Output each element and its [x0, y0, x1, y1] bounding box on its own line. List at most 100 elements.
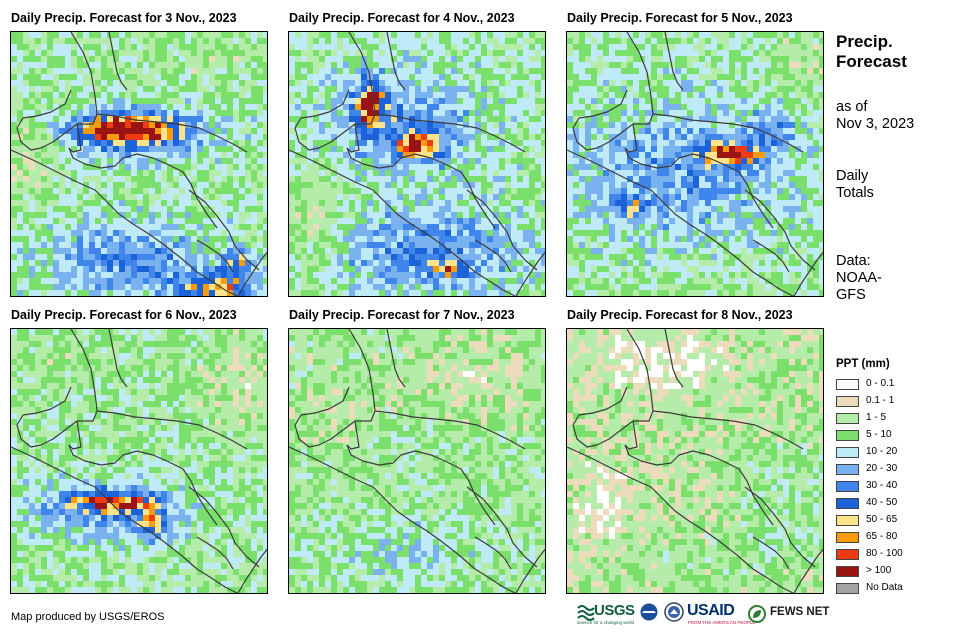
- precip-cell: [795, 32, 802, 39]
- precip-cell: [517, 68, 524, 75]
- precip-cell: [53, 260, 60, 267]
- precip-cell: [137, 68, 144, 75]
- precip-cell: [71, 272, 78, 279]
- precip-cell: [681, 164, 688, 171]
- precip-cell: [41, 80, 48, 87]
- precip-cell: [295, 260, 302, 267]
- precip-cell: [409, 128, 416, 135]
- precip-cell: [227, 176, 234, 183]
- precip-cell: [41, 122, 48, 129]
- precip-cell: [517, 284, 524, 291]
- precip-cell: [185, 134, 192, 141]
- precip-cell: [251, 254, 258, 261]
- precip-cell: [11, 230, 18, 237]
- panel-title-nov6: Daily Precip. Forecast for 6 Nov., 2023: [11, 308, 237, 322]
- precip-cell: [197, 182, 204, 189]
- precip-cell: [155, 38, 162, 45]
- precip-cell: [137, 104, 144, 111]
- precip-cell: [301, 290, 308, 296]
- precip-cell: [615, 146, 622, 153]
- precip-cell: [17, 146, 24, 153]
- precip-cell: [29, 104, 36, 111]
- precip-cell: [257, 56, 264, 63]
- precip-cell: [415, 194, 422, 201]
- precip-cell: [289, 206, 296, 213]
- precip-cell: [125, 50, 132, 57]
- precip-cell: [421, 254, 428, 261]
- precip-cell: [777, 32, 784, 39]
- precip-cell: [83, 290, 90, 296]
- precip-cell: [89, 164, 96, 171]
- precip-cell: [717, 38, 724, 45]
- precip-cell: [161, 284, 168, 291]
- precip-cell: [669, 164, 676, 171]
- precip-cell: [89, 122, 96, 129]
- precip-cell: [325, 170, 332, 177]
- precip-cell: [591, 134, 598, 141]
- precip-cell: [149, 212, 156, 219]
- precip-cell: [319, 68, 326, 75]
- precip-cell: [289, 50, 296, 57]
- precip-cell: [487, 86, 494, 93]
- precip-cell: [379, 116, 386, 123]
- precip-cell: [711, 44, 718, 51]
- precip-cell: [433, 164, 440, 171]
- precip-cell: [191, 176, 198, 183]
- precip-cell: [723, 140, 730, 147]
- precip-cell: [125, 80, 132, 87]
- precip-cell: [355, 92, 362, 99]
- precip-cell: [765, 170, 772, 177]
- precip-cell: [361, 212, 368, 219]
- precip-cell: [469, 206, 476, 213]
- precip-cell: [343, 224, 350, 231]
- precip-cell: [257, 128, 264, 135]
- precip-cell: [319, 194, 326, 201]
- precip-cell: [337, 122, 344, 129]
- precip-cell: [379, 266, 386, 273]
- precip-cell: [257, 44, 264, 51]
- precip-cell: [77, 230, 84, 237]
- precip-cell: [511, 62, 518, 69]
- precip-cell: [529, 284, 536, 291]
- precip-cell: [693, 110, 700, 117]
- precip-cell: [239, 140, 246, 147]
- precip-cell: [191, 32, 198, 39]
- precip-cell: [373, 50, 380, 57]
- precip-cell: [427, 242, 434, 249]
- precip-cell: [517, 122, 524, 129]
- precip-cell: [421, 146, 428, 153]
- precip-cell: [179, 92, 186, 99]
- precip-cell: [149, 128, 156, 135]
- precip-cell: [107, 236, 114, 243]
- precip-cell: [11, 182, 18, 189]
- precip-cell: [343, 164, 350, 171]
- precip-cell: [753, 80, 760, 87]
- precip-cell: [197, 62, 204, 69]
- precip-cell: [185, 122, 192, 129]
- precip-cell: [53, 164, 60, 171]
- precip-cell: [747, 170, 754, 177]
- precip-cell: [59, 164, 66, 171]
- precip-cell: [331, 182, 338, 189]
- precip-cell: [143, 68, 150, 75]
- precip-cell: [579, 44, 586, 51]
- precip-cell: [119, 104, 126, 111]
- precip-cell: [35, 170, 42, 177]
- precip-cell: [529, 194, 536, 201]
- precip-cell: [301, 230, 308, 237]
- precip-cell: [245, 260, 252, 267]
- precip-cell: [819, 164, 823, 171]
- precip-cell: [149, 38, 156, 45]
- precip-cell: [119, 146, 126, 153]
- precip-cell: [143, 218, 150, 225]
- precip-cell: [319, 212, 326, 219]
- precip-cell: [65, 158, 72, 165]
- precip-cell: [651, 158, 658, 165]
- precip-cell: [675, 92, 682, 99]
- precip-cell: [53, 284, 60, 291]
- precip-cell: [233, 290, 240, 296]
- precip-cell: [331, 176, 338, 183]
- precip-cell: [337, 38, 344, 45]
- precip-cell: [385, 104, 392, 111]
- precip-cell: [137, 98, 144, 105]
